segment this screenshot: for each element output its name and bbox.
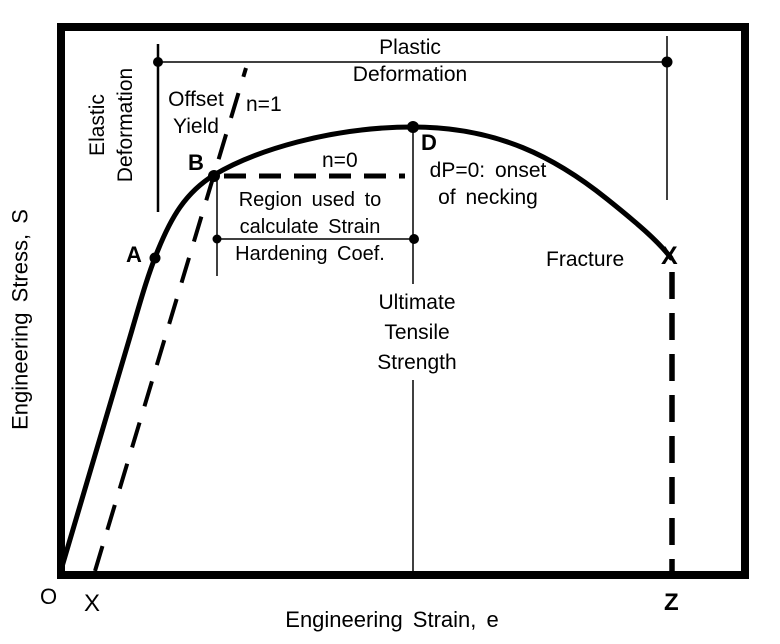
point-a-label: A [126, 242, 142, 267]
n1-label: n=1 [246, 93, 282, 116]
strain-hardening-line3: Hardening Coef. [235, 243, 385, 265]
elastic-region-label: Elastic Deformation [84, 40, 140, 210]
necking-line2: of necking [438, 186, 538, 209]
point-a-dot [149, 252, 161, 264]
uts-line3: Strength [377, 351, 457, 374]
offset-yield-line2: Yield [173, 115, 219, 138]
strain-hardening-label: Region used to calculate Strain Hardenin… [213, 187, 407, 268]
strain-hardening-line2: calculate Strain [239, 216, 381, 238]
region-bracket-right-dot [409, 234, 419, 244]
x-axis-label: Engineering Strain, e [285, 607, 499, 632]
plastic-region-line1: Plastic [379, 36, 441, 59]
strain-hardening-line1: Region used to [238, 189, 382, 211]
offset-yield-label: Offset Yield [156, 86, 236, 140]
plastic-bracket-right-dot [661, 56, 673, 68]
origin-label: O [40, 584, 58, 609]
z-label: Z [664, 589, 679, 616]
elastic-region-line1: Elastic [86, 94, 109, 156]
y-axis-label: Engineering Stress, S [7, 209, 33, 430]
plastic-bracket-left-dot [153, 57, 163, 67]
offset-yield-line [93, 67, 248, 572]
necking-label: dP=0: onset of necking [408, 157, 568, 211]
region-bracket-left-dot [212, 234, 222, 244]
plastic-region-line2: Deformation [352, 63, 468, 86]
uts-line2: Tensile [384, 321, 450, 344]
point-b-label: B [188, 150, 204, 175]
point-b-dot [208, 170, 220, 182]
point-d-dot [407, 121, 419, 133]
offset-origin-label: X [84, 590, 101, 617]
uts-line1: Ultimate [378, 291, 456, 314]
necking-line1: dP=0: onset [429, 159, 547, 182]
elastic-region-line2: Deformation [114, 67, 137, 183]
plastic-region-label: Plastic Deformation [310, 34, 510, 88]
n0-label: n=0 [322, 149, 358, 172]
offset-yield-line1: Offset [168, 88, 224, 111]
point-d-label: D [421, 130, 437, 155]
stress-strain-curve [58, 124, 674, 573]
plot-border [57, 23, 749, 579]
uts-label: Ultimate Tensile Strength [355, 288, 479, 378]
fracture-label: Fracture [546, 248, 625, 271]
fracture-x-marker: X [661, 242, 678, 270]
